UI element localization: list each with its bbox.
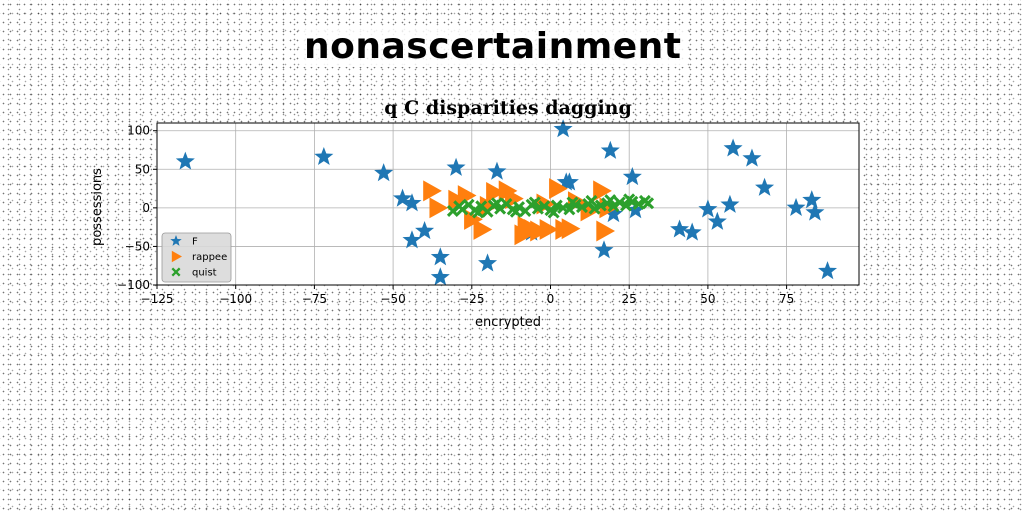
data-point-quist (538, 200, 551, 213)
data-point-F (720, 194, 740, 213)
legend-marker (171, 250, 182, 263)
data-point-F (478, 253, 498, 272)
x-tick-label: 25 (622, 292, 637, 306)
series-F (175, 119, 838, 286)
data-point-quist (632, 198, 645, 210)
data-point-F (622, 167, 642, 186)
data-point-rappee (448, 189, 468, 211)
data-point-F (594, 240, 614, 259)
data-point-F (805, 202, 825, 221)
plot-frame (156, 122, 860, 286)
x-tick-label: −75 (302, 292, 327, 306)
data-point-F (723, 138, 743, 157)
data-point-rappee (423, 180, 442, 202)
data-point-rappee (473, 219, 493, 240)
data-point-quist (642, 197, 655, 210)
data-point-quist (620, 199, 633, 212)
data-point-F (430, 267, 450, 286)
data-point-rappee (486, 181, 505, 203)
data-point-rappee (549, 178, 568, 200)
legend-label: F (192, 237, 198, 248)
data-point-quist (490, 197, 503, 210)
y-tick-label: 50 (135, 162, 150, 176)
data-point-quist (588, 202, 601, 215)
data-point-F (698, 199, 718, 218)
legend-marker (171, 267, 181, 277)
data-point-rappee (539, 219, 559, 240)
data-point-rappee (530, 220, 549, 242)
data-point-F (755, 177, 775, 196)
data-point-rappee (596, 220, 616, 242)
legend-label: quist (192, 268, 217, 279)
data-point-F (393, 188, 413, 207)
data-point-rappee (593, 180, 612, 202)
data-point-F (402, 193, 422, 212)
data-point-F (559, 172, 579, 191)
y-axis-label: possessions (90, 168, 105, 246)
x-tick-label: 75 (779, 292, 794, 306)
data-point-F (430, 247, 450, 266)
data-point-F (415, 221, 435, 240)
y-tick-label: 100 (127, 124, 150, 138)
data-point-F (175, 151, 195, 170)
data-point-quist (607, 200, 620, 213)
data-point-F (603, 204, 623, 223)
data-point-F (402, 230, 422, 249)
data-point-quist (585, 194, 598, 207)
y-tick-label: −50 (125, 239, 150, 253)
chart-title: q C disparities dagging (384, 97, 632, 119)
data-point-quist (604, 194, 617, 207)
x-tick-label: 0 (547, 292, 555, 306)
data-point-F (707, 211, 727, 230)
legend-marker (170, 235, 182, 246)
data-point-quist (528, 196, 541, 209)
data-point-quist (566, 196, 579, 209)
x-tick-label: −100 (219, 292, 252, 306)
x-tick-label: −25 (459, 292, 484, 306)
data-point-quist (623, 193, 636, 206)
data-point-F (802, 190, 822, 209)
data-point-F (374, 163, 394, 182)
data-point-rappee (505, 188, 524, 210)
y-tick-label: −100 (117, 278, 150, 292)
x-tick-label: −50 (380, 292, 405, 306)
x-tick-label: −125 (141, 292, 174, 306)
data-point-quist (509, 205, 522, 218)
page-title: nonascertainment (300, 26, 686, 67)
data-point-rappee (429, 197, 449, 219)
data-point-quist (472, 206, 485, 219)
series-quist (446, 193, 655, 219)
data-point-F (446, 157, 466, 176)
x-axis-label: encrypted (475, 315, 541, 330)
data-point-F (314, 146, 334, 166)
data-point-quist (547, 206, 560, 219)
data-point-F (600, 140, 620, 159)
data-point-quist (453, 200, 466, 213)
data-point-F (786, 197, 806, 216)
legend-label: rappee (192, 252, 227, 263)
data-point-F (742, 148, 762, 167)
series-layer (175, 119, 838, 286)
data-point-rappee (561, 218, 581, 240)
y-tick-label: 0 (142, 201, 150, 215)
data-point-F (670, 219, 690, 238)
data-point-F (682, 222, 702, 241)
data-point-quist (575, 201, 588, 214)
data-point-F (553, 119, 573, 138)
data-point-F (818, 261, 838, 280)
data-point-quist (613, 196, 626, 209)
x-tick-label: 50 (700, 292, 715, 306)
data-point-rappee (464, 208, 483, 230)
data-point-F (487, 161, 507, 180)
